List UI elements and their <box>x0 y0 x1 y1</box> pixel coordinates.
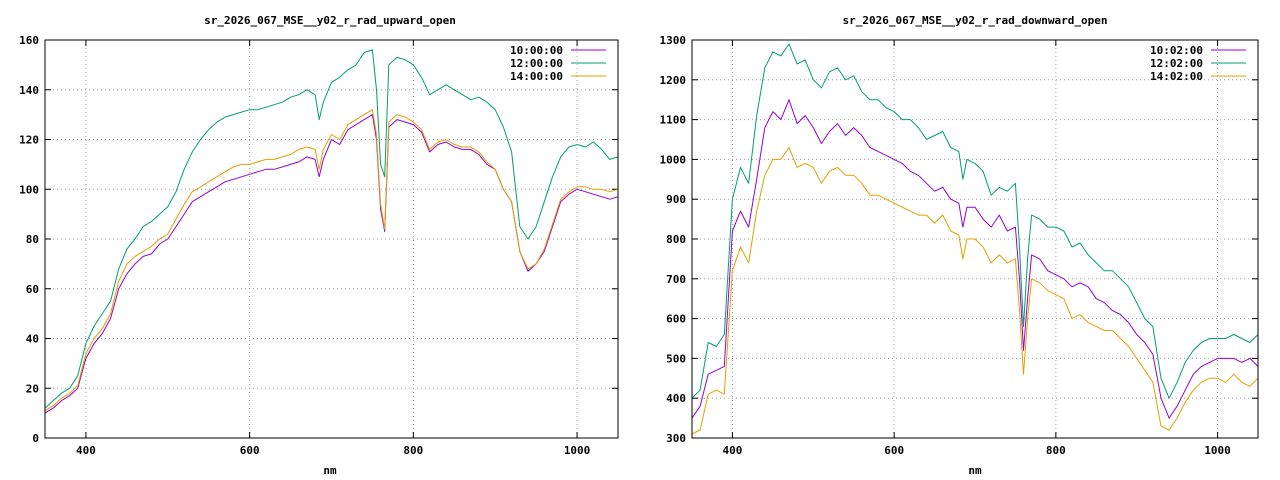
legend-label: 10:02:00 <box>1150 44 1203 57</box>
y-tick-label: 1300 <box>660 34 687 47</box>
plot-frame <box>44 39 619 439</box>
x-axis-label: nm <box>323 464 337 477</box>
y-tick-label: 900 <box>666 193 686 206</box>
legend-label: 14:00:00 <box>510 70 563 83</box>
x-axis-label: nm <box>968 464 982 477</box>
y-tick-label: 700 <box>666 273 686 286</box>
y-tick-label: 60 <box>26 283 39 296</box>
y-tick-label: 40 <box>26 333 39 346</box>
y-tick-label: 160 <box>19 34 39 47</box>
y-tick-label: 800 <box>666 233 686 246</box>
y-tick-label: 0 <box>32 432 39 445</box>
x-tick-label: 800 <box>403 444 423 457</box>
series-line <box>691 43 1259 399</box>
chart-title: sr_2026_067_MSE__y02_r_rad_downward_open <box>843 14 1108 27</box>
x-tick-label: 600 <box>240 444 260 457</box>
legend-label: 12:02:00 <box>1150 57 1203 70</box>
y-tick-label: 80 <box>26 233 39 246</box>
y-tick-label: 120 <box>19 134 39 147</box>
series-line <box>691 99 1259 419</box>
y-tick-label: 400 <box>666 392 686 405</box>
chart-downward: sr_2026_067_MSE__y02_r_rad_downward_open… <box>660 14 1259 477</box>
x-tick-label: 1000 <box>1204 444 1231 457</box>
y-tick-label: 100 <box>19 183 39 196</box>
y-tick-label: 1000 <box>660 153 687 166</box>
y-tick-label: 500 <box>666 352 686 365</box>
legend-label: 12:00:00 <box>510 57 563 70</box>
x-tick-label: 800 <box>1046 444 1066 457</box>
plot-frame <box>691 39 1259 439</box>
y-tick-label: 1200 <box>660 74 687 87</box>
x-tick-label: 1000 <box>564 444 591 457</box>
series-line <box>44 114 619 414</box>
legend-label: 14:02:00 <box>1150 70 1203 83</box>
x-tick-label: 400 <box>722 444 742 457</box>
series-line <box>44 109 619 412</box>
y-tick-label: 600 <box>666 313 686 326</box>
chart-title: sr_2026_067_MSE__y02_r_rad_upward_open <box>204 14 456 27</box>
series-line <box>691 147 1259 435</box>
y-tick-label: 1100 <box>660 114 687 127</box>
chart-upward: sr_2026_067_MSE__y02_r_rad_upward_open n… <box>19 14 619 477</box>
y-tick-label: 300 <box>666 432 686 445</box>
x-tick-label: 400 <box>76 444 96 457</box>
y-tick-label: 20 <box>26 382 39 395</box>
legend-label: 10:00:00 <box>510 44 563 57</box>
series-line <box>44 49 619 409</box>
y-tick-label: 140 <box>19 84 39 97</box>
x-tick-label: 600 <box>884 444 904 457</box>
